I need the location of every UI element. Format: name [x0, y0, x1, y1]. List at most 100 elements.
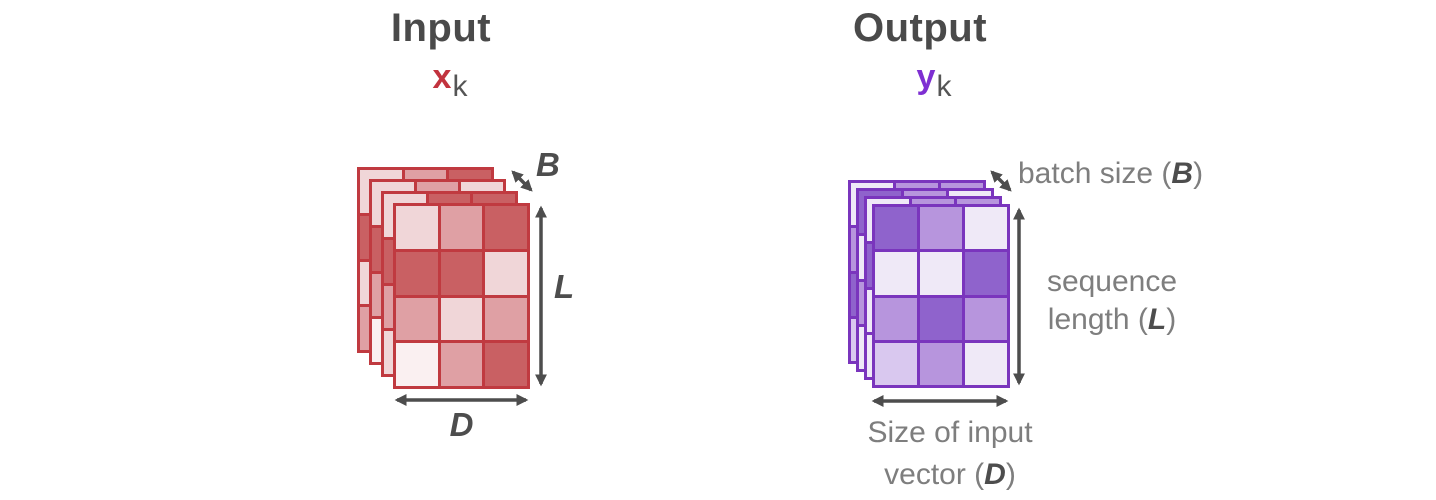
- tensor-cell: [875, 297, 917, 340]
- tensor-cell: [941, 228, 983, 271]
- tensor-layer: [393, 203, 530, 389]
- tensor-cell: [396, 251, 438, 295]
- tensor-cell: [449, 307, 491, 350]
- tensor-cell: [896, 318, 938, 361]
- tensor-cell: [851, 183, 893, 226]
- tensor-cell: [859, 236, 901, 279]
- tensor-layer: [848, 180, 986, 364]
- input-symbol-subscript: k: [452, 70, 468, 103]
- tensor-cell: [957, 199, 999, 242]
- tensor-cell: [859, 281, 901, 324]
- tensor-cell: [912, 199, 954, 242]
- input-batch-arrow: [511, 170, 533, 192]
- tensor-cell: [428, 331, 471, 374]
- tensor-cell: [867, 199, 909, 242]
- tensor-cell: [384, 239, 426, 283]
- input-title: Input: [390, 6, 492, 50]
- tensor-cell: [449, 170, 491, 213]
- tensor-cell: [896, 183, 938, 226]
- tensor-cell: [372, 273, 414, 317]
- tensor-cell: [485, 297, 527, 341]
- tensor-cell: [904, 236, 946, 279]
- tensor-cell: [904, 191, 946, 234]
- tensor-cell: [384, 331, 426, 374]
- tensor-cell: [912, 289, 954, 332]
- tensor-cell: [957, 244, 999, 287]
- output-length-label: sequence length (L): [1032, 263, 1192, 339]
- tensor-cell: [404, 170, 447, 213]
- input-symbol: xk: [432, 58, 468, 103]
- tensor-cell: [372, 227, 414, 271]
- tensor-cell: [485, 206, 527, 249]
- tensor-cell: [461, 319, 503, 362]
- tensor-cell: [859, 326, 901, 369]
- tensor-cell: [440, 206, 483, 249]
- tensor-cell: [461, 182, 503, 225]
- tensor-cell: [851, 273, 893, 316]
- depth-label-suffix: ): [1005, 458, 1016, 491]
- tensor-cell: [428, 285, 471, 329]
- tensor-cell: [920, 207, 962, 250]
- tensor-cell: [904, 281, 946, 324]
- tensor-cell: [440, 343, 483, 386]
- tensor-cell: [404, 261, 447, 305]
- tensor-cell: [440, 251, 483, 295]
- depth-dim-letter: D: [984, 458, 1006, 491]
- tensor-cell: [473, 331, 515, 374]
- tensor-cell: [396, 343, 438, 386]
- tensor-cell: [416, 319, 459, 362]
- tensor-cell: [875, 207, 917, 250]
- tensor-cell: [965, 297, 1007, 340]
- input-batch-label: B: [536, 146, 560, 183]
- tensor-cell: [912, 244, 954, 287]
- tensor-cell: [360, 261, 402, 305]
- tensor-cell: [372, 319, 414, 362]
- length-dim-letter: L: [1147, 303, 1167, 336]
- input-symbol-letter: x: [432, 58, 452, 96]
- batch-label-suffix: ): [1193, 157, 1204, 190]
- length-label-line1: sequence: [1046, 265, 1178, 298]
- tensor-cell: [384, 194, 426, 237]
- tensor-cell: [396, 297, 438, 341]
- depth-label-text: vector (: [884, 458, 985, 491]
- tensor-cell: [396, 206, 438, 249]
- tensor-cell: [428, 194, 471, 237]
- input-length-label: L: [554, 268, 575, 305]
- tensor-layer: [381, 191, 518, 377]
- tensor-cell: [461, 227, 503, 271]
- tensor-cell: [485, 251, 527, 295]
- tensor-layer: [357, 167, 494, 353]
- tensor-cell: [416, 273, 459, 317]
- tensor-cell: [965, 342, 1007, 385]
- tensor-cell: [384, 285, 426, 329]
- tensor-cell: [851, 318, 893, 361]
- tensor-cell: [473, 239, 515, 283]
- batch-label-text: batch size (: [1018, 157, 1172, 190]
- batch-dim-letter: B: [1171, 157, 1194, 190]
- tensor-cell: [941, 273, 983, 316]
- tensor-cell: [949, 236, 991, 279]
- tensor-cell: [904, 326, 946, 369]
- length-label-text: length (: [1047, 303, 1148, 336]
- output-batch-label: batch size (B): [1018, 157, 1203, 191]
- tensor-cell: [404, 215, 447, 259]
- output-depth-label: Size of input vector (D): [852, 412, 1048, 496]
- tensor-cell: [461, 273, 503, 317]
- tensor-cell: [416, 227, 459, 271]
- tensor-cell: [920, 252, 962, 295]
- tensor-layer: [872, 204, 1010, 388]
- tensor-cell: [949, 326, 991, 369]
- tensor-cell: [941, 318, 983, 361]
- tensor-cell: [859, 191, 901, 234]
- length-label-line2: length (L): [1032, 301, 1192, 339]
- tensor-cell: [957, 334, 999, 377]
- tensor-cell: [920, 342, 962, 385]
- tensor-cell: [485, 343, 527, 386]
- tensor-cell: [896, 228, 938, 271]
- tensor-cell: [867, 334, 909, 377]
- tensor-cell: [949, 281, 991, 324]
- length-label-suffix: ): [1166, 303, 1177, 336]
